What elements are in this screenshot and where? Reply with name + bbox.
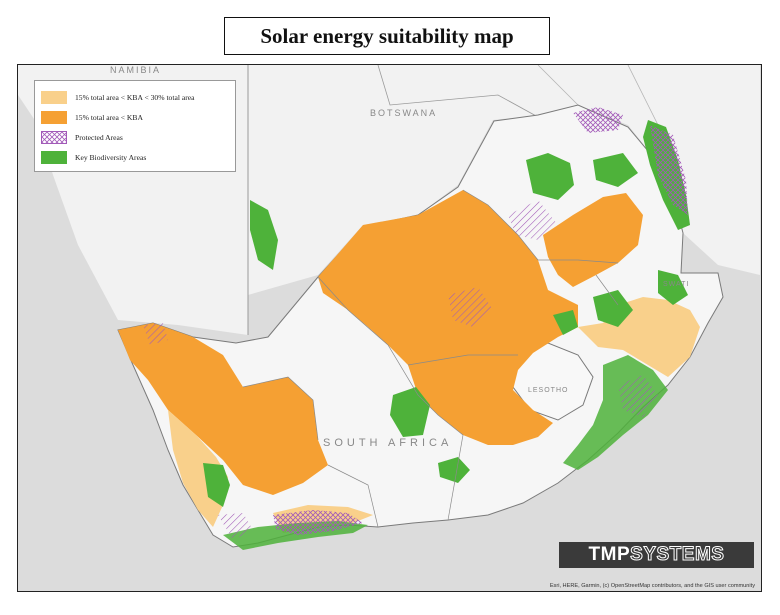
tmp-systems-logo: TMP SYSTEMS [559, 542, 754, 568]
label-south-africa: SOUTH AFRICA [323, 437, 453, 449]
legend-label-high: 15% total area < KBA [75, 112, 143, 122]
legend-item-protected: Protected Areas [41, 127, 229, 147]
map-canvas[interactable] [18, 65, 760, 590]
map-attribution: Esri, HERE, Garmin, (c) OpenStreetMap co… [549, 583, 755, 589]
protected-kruger [650, 125, 688, 215]
legend-swatch-kba [41, 150, 67, 164]
legend-swatch-medium [41, 90, 67, 104]
logo-part-2: SYSTEMS [630, 544, 725, 566]
protected-south-coast [273, 510, 363, 535]
map-title: Solar energy suitability map [224, 17, 550, 55]
provincial-boundaries [242, 189, 619, 528]
logo-part-1: TMP [588, 544, 631, 565]
legend-label-kba: Key Biodiversity Areas [75, 152, 147, 162]
kba-drakensberg [553, 310, 578, 335]
lesotho [512, 342, 594, 421]
protected-central [448, 287, 493, 327]
botswana-north-border [377, 65, 539, 118]
legend-item-high: 15% total area < KBA [41, 107, 229, 127]
label-namibia: NAMIBIA [110, 65, 162, 75]
legend-label-protected: Protected Areas [75, 132, 123, 142]
protected-northeast [508, 200, 558, 240]
kba-kzn-north [658, 270, 688, 305]
high-suitability-northeast [543, 193, 643, 287]
legend-label-medium: 15% total area < KBA < 30% total area [75, 92, 195, 102]
kba-southwest [203, 463, 230, 507]
protected-east-coast [618, 375, 658, 417]
kba-eastern-cape [438, 457, 470, 483]
map-legend: 15% total area < KBA < 30% total area 15… [34, 80, 236, 172]
high-suitability-west [118, 323, 328, 495]
legend-swatch-protected [41, 130, 67, 144]
label-eswatini: SWATI [663, 281, 690, 288]
protected-west [143, 323, 168, 345]
kba-limpopo-north [526, 153, 574, 200]
kba-central [390, 387, 430, 437]
legend-item-medium: 15% total area < KBA < 30% total area [41, 87, 229, 107]
label-botswana: BOTSWANA [370, 108, 438, 118]
map-frame[interactable]: 15% total area < KBA < 30% total area 15… [17, 64, 762, 592]
legend-swatch-high [41, 110, 67, 124]
legend-item-kba: Key Biodiversity Areas [41, 147, 229, 167]
label-lesotho: LESOTHO [528, 387, 569, 394]
kba-namibia-border [250, 200, 278, 270]
kba-mpumalanga [593, 290, 633, 327]
high-suitability-central [318, 190, 578, 445]
protected-southwest [218, 513, 253, 540]
kba-limpopo-east [593, 153, 638, 187]
protected-limpopo [573, 107, 623, 133]
